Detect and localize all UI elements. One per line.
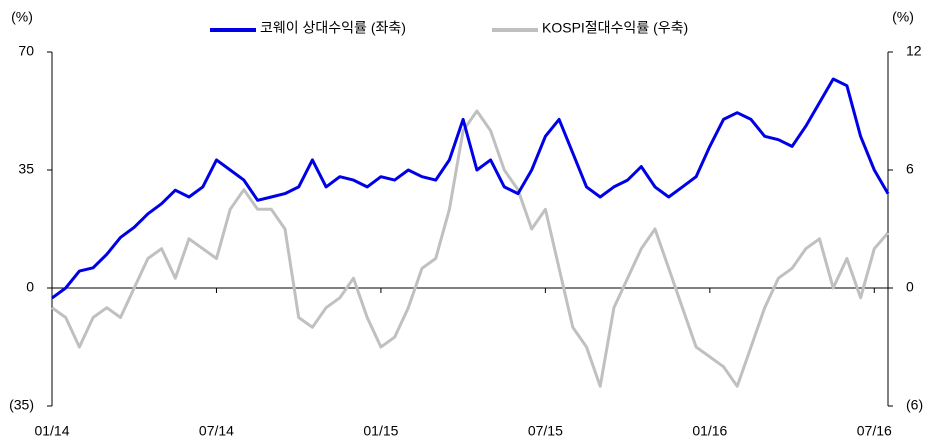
x-tick-label: 01/14: [34, 423, 69, 439]
y2-tick-label: 12: [906, 43, 922, 59]
y-tick-label: 35: [18, 161, 34, 177]
series-line: [51, 77, 890, 300]
x-tick-label: 01/16: [692, 423, 727, 439]
y2-tick-label: 0: [906, 279, 914, 295]
y-tick-label: 0: [26, 279, 34, 295]
y2-tick-label: (6): [906, 397, 923, 413]
y2-axis-label: (%): [892, 9, 914, 25]
y2-tick-label: 6: [906, 161, 914, 177]
series-line: [51, 109, 890, 388]
x-tick-label: 01/15: [363, 423, 398, 439]
legend-label: 코웨이 상대수익률 (좌축): [260, 20, 406, 36]
legend-label: KOSPI절대수익률 (우축): [542, 20, 688, 36]
x-tick-label: 07/15: [528, 423, 563, 439]
x-tick-label: 07/16: [857, 423, 892, 439]
x-tick-label: 07/14: [199, 423, 234, 439]
y-axis-label: (%): [11, 9, 33, 25]
y-tick-label: 70: [18, 43, 34, 59]
y-tick-label: (35): [9, 397, 34, 413]
